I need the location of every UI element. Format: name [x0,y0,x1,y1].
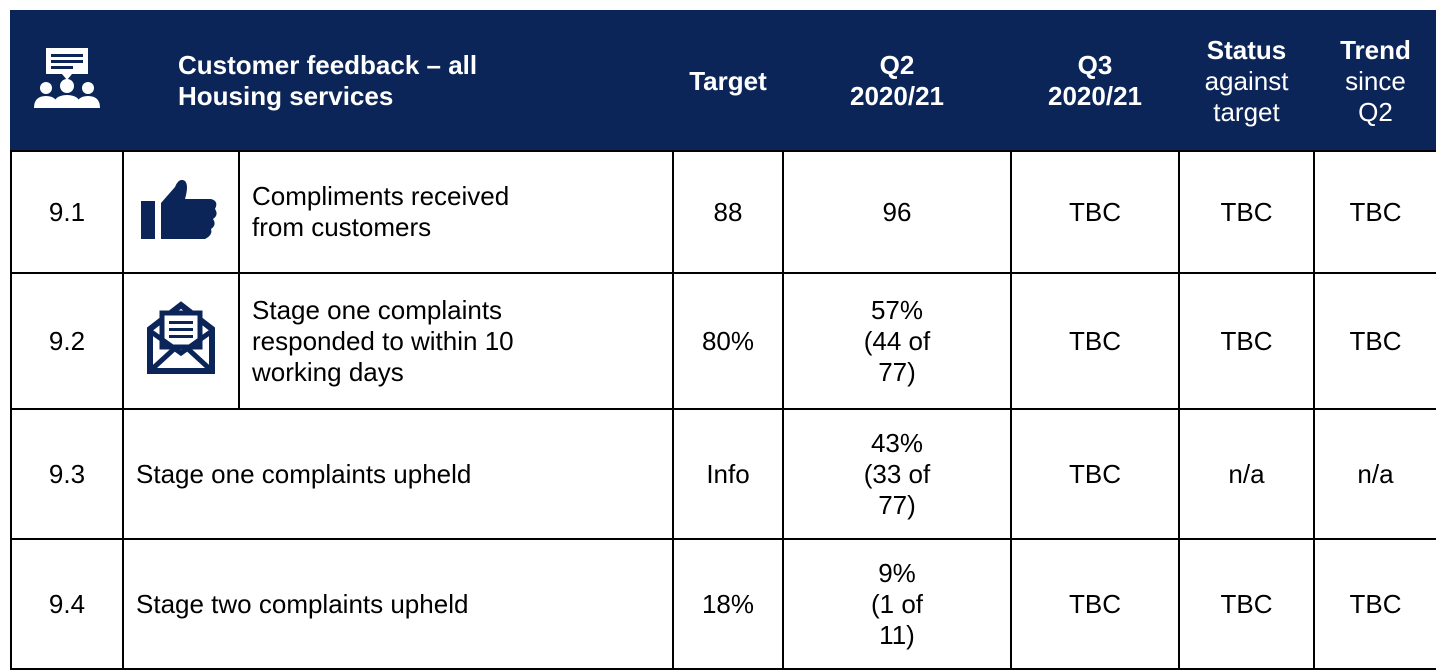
description-line: Stage one complaints upheld [136,458,472,489]
description-line: from customers [252,212,432,242]
description: Stage one complaints responded to within … [238,272,674,410]
header-q3: Q3 2020/21 [1010,10,1180,152]
trend: n/a [1313,408,1436,540]
q2-line: 96 [882,196,912,227]
header-trend: Trend since Q2 [1313,10,1436,152]
q2-value: 96 [782,150,1012,274]
target: 18% [672,538,784,670]
row-id: 9.3 [10,408,124,540]
target: 88 [672,150,784,274]
header-status: Status against target [1178,10,1315,152]
header-q2: Q2 2020/21 [782,10,1012,152]
feedback-icon [34,47,100,108]
thumbs-up-icon [141,179,217,239]
title-line: Housing services [178,81,394,111]
q2-line: Q2 [879,50,915,80]
q2-line: 2020/21 [850,81,944,111]
trend-line: since [1345,65,1406,96]
header-target: Target [672,10,784,152]
status: n/a [1178,408,1315,540]
description-line: Stage two complaints upheld [136,588,469,619]
target: 80% [672,272,784,410]
trend: TBC [1313,538,1436,670]
q2-line: 11) [879,619,915,650]
envelope-icon [147,300,215,374]
q2-line: (1 of [870,588,924,619]
status: TBC [1178,538,1315,670]
header-row: Customer feedback – all Housing services … [10,10,1436,152]
row: 9.1 Compliments received from customers 88 9… [10,150,1436,274]
trend: TBC [1313,150,1436,274]
q2-line: 9% [878,557,916,588]
header-icon [10,10,124,152]
row-id: 9.1 [10,150,124,274]
kpi-table: Customer feedback – all Housing services … [10,10,1436,670]
q2-value: 43% (33 of 77) [782,408,1012,540]
status-line: against [1204,65,1289,96]
q2-line: 43% [870,427,924,458]
description-line: responded to within 10 [252,325,514,356]
row-icon [122,272,240,410]
header-title: Customer feedback – all Housing services [122,10,674,152]
title-line: Customer feedback – all [178,50,478,80]
description-line: Stage one complaints [252,294,503,325]
q2-line: (44 of [863,325,931,356]
description: Stage two complaints upheld [122,538,674,670]
row: 9.4 Stage two complaints upheld 18% 9% (1 of… [10,538,1436,670]
row: 9.2 Stage one complaints responded to with… [10,272,1436,410]
q3-value: TBC [1010,408,1180,540]
row-icon [122,150,240,274]
row-id: 9.2 [10,272,124,410]
q2-line: 77) [878,489,916,520]
row: 9.3 Stage one complaints upheld Info 43% (33… [10,408,1436,540]
q3-line: 2020/21 [1048,81,1142,111]
q2-line: (33 of [863,458,931,489]
status: TBC [1178,150,1315,274]
row-id: 9.4 [10,538,124,670]
q2-value: 57% (44 of 77) [782,272,1012,410]
description: Compliments received from customers [238,150,674,274]
trend: TBC [1313,272,1436,410]
q3-value: TBC [1010,272,1180,410]
q3-value: TBC [1010,538,1180,670]
description-line: Compliments received [252,181,510,211]
table-body: 9.1 Compliments received from customers 88 9… [10,150,1436,670]
target: Info [672,408,784,540]
q2-line: 77) [878,356,916,387]
q3-line: Q3 [1077,50,1113,80]
trend-line: Q2 [1358,96,1393,127]
status-line: target [1213,96,1280,127]
q2-value: 9% (1 of 11) [782,538,1012,670]
trend-bold: Trend [1340,34,1411,65]
q2-line: 57% [870,294,924,325]
description: Stage one complaints upheld [122,408,674,540]
description-line: working days [252,356,404,387]
q3-value: TBC [1010,150,1180,274]
status-bold: Status [1206,34,1287,65]
status: TBC [1178,272,1315,410]
